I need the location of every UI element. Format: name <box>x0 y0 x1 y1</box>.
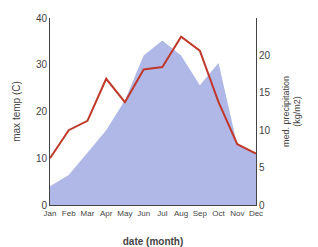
svg-text:date (month): date (month) <box>123 236 184 247</box>
svg-text:max temp (C): max temp (C) <box>11 81 22 142</box>
svg-text:15: 15 <box>259 87 271 98</box>
svg-text:May: May <box>117 209 132 218</box>
svg-text:Aug: Aug <box>174 209 188 218</box>
svg-text:Jul: Jul <box>157 209 167 218</box>
svg-text:10: 10 <box>259 125 271 136</box>
svg-text:Mar: Mar <box>81 209 95 218</box>
svg-text:Sep: Sep <box>193 209 208 218</box>
svg-text:Dec: Dec <box>249 209 263 218</box>
svg-text:Nov: Nov <box>230 209 244 218</box>
svg-text:Feb: Feb <box>62 209 76 218</box>
svg-text:20: 20 <box>259 50 271 61</box>
svg-text:Jun: Jun <box>137 209 150 218</box>
svg-text:med. precipitation(kg/m2): med. precipitation(kg/m2) <box>281 76 303 147</box>
svg-text:10: 10 <box>36 153 48 164</box>
svg-text:Jan: Jan <box>44 209 57 218</box>
svg-text:Apr: Apr <box>100 209 113 218</box>
svg-text:5: 5 <box>259 162 265 173</box>
svg-text:30: 30 <box>36 59 48 70</box>
svg-text:0: 0 <box>41 200 47 211</box>
svg-text:0: 0 <box>259 200 265 211</box>
svg-text:Oct: Oct <box>212 209 225 218</box>
svg-text:40: 40 <box>36 13 48 24</box>
svg-text:20: 20 <box>36 106 48 117</box>
